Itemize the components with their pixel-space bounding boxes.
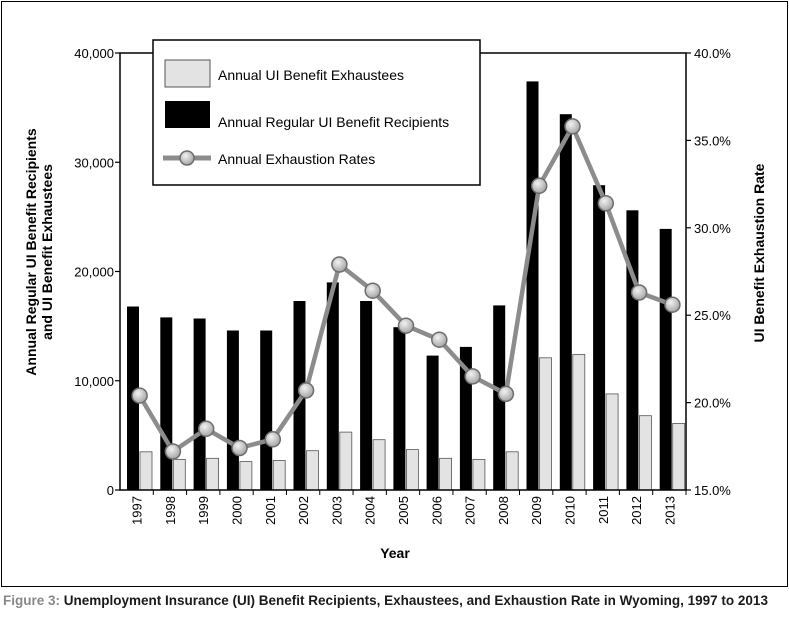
x-tick-label-2004: 2004	[363, 496, 378, 525]
bar-exhaustees-2009	[539, 357, 552, 491]
legend: Annual UI Benefit Exhaustees Annual Regu…	[152, 39, 481, 186]
x-tick-label-2008: 2008	[496, 496, 511, 525]
x-tick-label-2006: 2006	[429, 496, 444, 525]
left-tick-label: 20,000	[74, 265, 114, 280]
marker-rate-2003	[331, 256, 348, 273]
x-tick-label-2012: 2012	[629, 496, 644, 525]
bar-exhaustees-2008	[505, 451, 519, 491]
bar-exhaustees-2001	[272, 460, 286, 491]
right-axis: 15.0% 20.0% 25.0% 30.0% 35.0% 40.0%	[686, 46, 731, 498]
bar-exhaustees-2013	[672, 422, 686, 491]
x-tick-label-2002: 2002	[296, 496, 311, 525]
right-tick-label: 35.0%	[694, 133, 731, 148]
marker-rate-2006	[431, 331, 448, 348]
bar-exhaustees-2000	[239, 461, 253, 491]
bar-recipients-2009	[526, 81, 539, 491]
bar-recipients-2006	[426, 355, 439, 490]
legend-label-recipients: Annual Regular UI Benefit Recipients	[218, 114, 449, 130]
bar-exhaustees-2012	[639, 415, 652, 491]
caption-text: Unemployment Insurance (UI) Benefit Reci…	[60, 593, 768, 608]
legend-swatch-rates-marker	[179, 150, 195, 166]
left-tick-label: 0	[107, 483, 114, 498]
x-tick-label-2009: 2009	[529, 496, 544, 525]
figure-caption: Figure 3: Unemployment Insurance (UI) Be…	[3, 592, 787, 610]
bar-exhaustees-2005	[405, 449, 419, 491]
marker-rate-2005	[397, 317, 415, 334]
right-tick-label: 30.0%	[694, 221, 731, 236]
right-tick-label: 20.0%	[694, 396, 731, 411]
marker-rate-2012	[630, 284, 648, 301]
bar-recipients-2004	[360, 301, 373, 490]
bar-recipients-2000	[226, 330, 239, 490]
marker-rate-1999	[197, 420, 215, 438]
legend-label-rates: Annual Exhaustion Rates	[218, 151, 375, 167]
left-tick-label: 10,000	[74, 374, 114, 389]
bar-exhaustees-1998	[172, 458, 186, 491]
marker-rate-2010	[564, 118, 581, 135]
left-axis: 0 10,000 20,000 30,000 40,000	[74, 46, 120, 498]
bar-recipients-2012	[626, 210, 639, 491]
bar-exhaustees-2011	[605, 393, 619, 491]
bar-exhaustees-1999	[206, 457, 220, 491]
x-axis: 1997 1998 1999 2000 2001 2002 2003 2004 2005 2006…	[130, 490, 687, 525]
bar-exhaustees-2006	[439, 457, 453, 491]
x-tick-label-2005: 2005	[396, 496, 411, 525]
bar-exhaustees-2003	[339, 431, 353, 491]
bar-recipients-2003	[326, 282, 339, 490]
x-tick-label-2011: 2011	[596, 496, 611, 524]
bar-exhaustees-2010	[572, 354, 586, 491]
chart: 0 10,000 20,000 30,000 40,000 15.0% 20.0% 25.0…	[23, 39, 767, 561]
x-tick-label-1997: 1997	[130, 496, 145, 525]
bar-recipients-2005	[393, 327, 406, 490]
y-right-title: UI Benefit Exhaustion Rate	[751, 163, 767, 342]
bar-exhaustees-2002	[306, 450, 319, 491]
right-tick-label: 15.0%	[694, 483, 731, 498]
bar-recipients-1998	[160, 317, 173, 490]
y-left-title-line-1: Annual Regular UI Benefit Recipients	[23, 128, 39, 376]
left-tick-label: 30,000	[74, 155, 114, 170]
marker-rate-2008	[497, 385, 515, 403]
x-tick-label-2001: 2001	[263, 496, 278, 525]
right-tick-label: 25.0%	[694, 308, 731, 323]
x-tick-label-1998: 1998	[163, 496, 178, 525]
marker-rate-2001	[264, 431, 282, 448]
legend-label-exhaustees: Annual UI Benefit Exhaustees	[218, 67, 404, 83]
bar-recipients-2011	[593, 185, 606, 490]
marker-rate-2011	[597, 195, 615, 212]
marker-rate-2002	[297, 382, 315, 399]
bars-layer	[127, 81, 686, 491]
bar-recipients-2001	[260, 330, 273, 490]
caption-label: Figure 3:	[3, 593, 61, 608]
marker-rate-1998	[164, 443, 182, 460]
x-tick-label-2003: 2003	[329, 496, 344, 525]
bar-exhaustees-1997	[139, 451, 153, 491]
marker-rate-2013	[664, 296, 681, 313]
bar-recipients-1999	[193, 318, 206, 490]
x-axis-title: Year	[380, 545, 410, 561]
marker-rate-2004	[364, 282, 381, 299]
x-tick-label-1999: 1999	[196, 496, 211, 525]
marker-rate-2007	[464, 368, 481, 385]
bar-recipients-2013	[659, 228, 672, 490]
marker-rate-2009	[530, 177, 548, 195]
bar-recipients-2002	[293, 301, 306, 490]
x-tick-label-2013: 2013	[662, 496, 677, 525]
x-tick-label-2010: 2010	[563, 496, 578, 525]
marker-rate-2000	[231, 439, 248, 457]
x-tick-label-2007: 2007	[463, 496, 478, 525]
legend-swatch-recipients	[165, 101, 210, 128]
bar-exhaustees-2004	[372, 439, 386, 491]
bar-recipients-2010	[559, 114, 572, 490]
left-tick-label: 40,000	[74, 46, 114, 61]
bar-exhaustees-2007	[472, 458, 486, 491]
right-tick-label: 40.0%	[694, 46, 731, 61]
x-tick-label-2000: 2000	[230, 496, 245, 525]
legend-swatch-exhaustees	[164, 59, 211, 88]
marker-rate-1997	[131, 387, 148, 404]
line-layer	[131, 118, 681, 460]
y-left-title-line-2: and UI Benefit Exhaustees	[39, 164, 55, 340]
